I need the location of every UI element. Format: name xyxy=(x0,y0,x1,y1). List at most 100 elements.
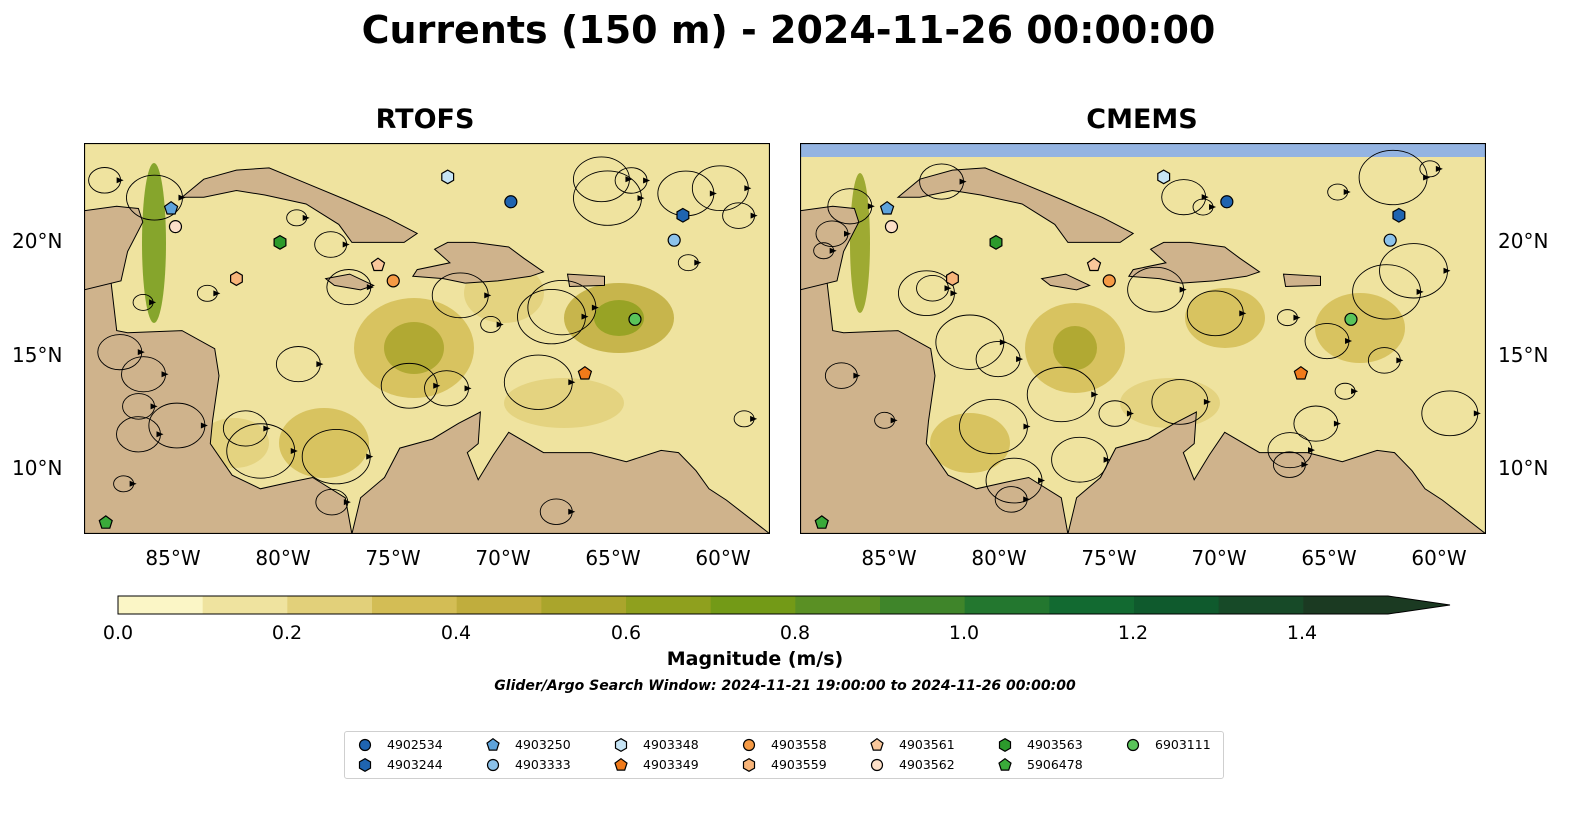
lon-label-70w-right: 70°W xyxy=(1191,546,1247,570)
streamline-arrow xyxy=(1435,165,1443,172)
streamline-arrow xyxy=(625,176,633,183)
land-puerto-rico xyxy=(1282,273,1321,288)
colorbar-segment xyxy=(964,596,1050,614)
streamline-arrow xyxy=(950,290,958,297)
float-marker-4903559 xyxy=(946,271,959,287)
legend-marker-4903349 xyxy=(614,758,628,771)
map-frame xyxy=(800,143,1486,534)
float-marker-4903349 xyxy=(1293,365,1309,380)
streamline-arrow xyxy=(137,349,145,356)
streamline-arrow xyxy=(1091,391,1099,398)
streamline-arrow xyxy=(999,339,1007,346)
map-panel-cmems xyxy=(800,143,1486,534)
streamline-arrow xyxy=(484,292,492,299)
streamline-arrow xyxy=(1416,288,1424,295)
legend-label: 4903558 xyxy=(771,737,827,752)
legend-marker-4903563 xyxy=(998,738,1012,752)
land-jamaica xyxy=(1040,273,1091,291)
streamline-arrow xyxy=(1307,447,1315,454)
float-marker-4903561 xyxy=(1086,257,1102,272)
land-puerto-rico xyxy=(566,273,605,288)
streamline-arrow xyxy=(843,230,851,237)
legend-label: 6903111 xyxy=(1155,737,1211,752)
legend-label: 4903348 xyxy=(643,737,699,752)
streamline-arrow xyxy=(433,382,441,389)
streamline-arrow xyxy=(150,403,158,410)
colorbar-outline xyxy=(117,595,1451,615)
colorbar-tick-2: 0.4 xyxy=(440,622,472,644)
pentagon-marker-icon xyxy=(998,758,1012,771)
streamline-arrow xyxy=(959,178,967,185)
colorbar-segment xyxy=(1049,596,1135,614)
legend-label: 4902534 xyxy=(387,737,443,752)
streamline-arrow xyxy=(200,422,208,429)
float-marker-4903244 xyxy=(676,207,690,223)
colorbar-segment xyxy=(1134,596,1220,614)
streamline-arrow xyxy=(1351,388,1359,395)
legend-marker-4903333 xyxy=(486,758,500,772)
streamline-arrow xyxy=(750,415,758,422)
lon-label-65w-right: 65°W xyxy=(1301,546,1357,570)
map-panel-rtofs xyxy=(84,143,770,534)
colorbar-segment xyxy=(710,596,796,614)
circle-marker-icon xyxy=(870,758,884,772)
streamline-arrow xyxy=(1203,398,1211,405)
streamline-arrow xyxy=(1396,357,1404,364)
streamline-arrow xyxy=(890,417,898,424)
streamline-arrow xyxy=(302,214,310,221)
lat-label-10n-right: 10°N xyxy=(1498,456,1549,480)
lon-label-80w-left: 80°W xyxy=(255,546,311,570)
streamline-arrow xyxy=(316,361,324,368)
eddy-feature xyxy=(930,413,1010,473)
colorbar-tick-4: 0.8 xyxy=(779,622,811,644)
streamline-arrow xyxy=(1023,423,1031,430)
streamline-arrow xyxy=(744,185,752,192)
float-marker-6903111 xyxy=(628,312,642,326)
streamline-arrow xyxy=(156,431,164,438)
hexagon-marker-icon xyxy=(358,758,372,772)
search-window-text: Glider/Argo Search Window: 2024-11-21 19… xyxy=(494,678,1076,694)
land-south-america xyxy=(351,411,770,534)
page-title: Currents (150 m) - 2024-11-26 00:00:00 xyxy=(361,8,1216,52)
float-marker-4903244 xyxy=(1392,207,1406,223)
float-marker-4903250 xyxy=(163,200,179,215)
panel-title-cmems: CMEMS xyxy=(1086,104,1198,135)
streamline-arrow xyxy=(643,177,651,184)
land-central-america xyxy=(84,273,353,534)
legend-marker-4902534 xyxy=(358,738,372,752)
float-marker-4903349 xyxy=(577,365,593,380)
streamline-arrow xyxy=(1239,310,1247,317)
lat-label-15n-left: 15°N xyxy=(12,343,63,367)
hexagon-marker-icon xyxy=(742,758,756,772)
streamline-arrow xyxy=(290,447,298,454)
streamline-arrow xyxy=(1016,356,1024,363)
float-legend: 4902534 4903244 4903250 4903333 4903348 49033… xyxy=(344,731,1224,779)
land-cuba xyxy=(180,167,419,243)
streamline-arrow xyxy=(1179,286,1187,293)
colorbar-tick-1: 0.2 xyxy=(271,622,303,644)
land-yucatan xyxy=(800,205,860,291)
streamline-arrow xyxy=(591,304,599,311)
float-marker-6903111 xyxy=(1344,312,1358,326)
lon-label-60w-right: 60°W xyxy=(1411,546,1467,570)
lon-label-75w-left: 75°W xyxy=(365,546,421,570)
eddy-feature xyxy=(279,408,369,478)
streamline-arrow xyxy=(750,212,758,219)
legend-label: 4903561 xyxy=(899,737,955,752)
legend-label: 4903563 xyxy=(1027,737,1083,752)
streamline-arrow xyxy=(581,313,589,320)
legend-label: 5906478 xyxy=(1027,757,1083,772)
legend-marker-4903250 xyxy=(486,738,500,751)
streamline-arrow xyxy=(342,241,350,248)
streamline-arrow xyxy=(149,299,157,306)
lat-label-20n-left: 20°N xyxy=(12,229,63,253)
colorbar-segment xyxy=(202,596,288,614)
streamline-arrow xyxy=(366,284,374,291)
float-marker-4903348 xyxy=(1157,169,1171,185)
eddy-feature xyxy=(850,173,870,313)
float-marker-5906478 xyxy=(98,515,113,529)
eddy-feature xyxy=(1315,293,1405,363)
streamline-arrow xyxy=(496,321,504,328)
lon-label-85w-right: 85°W xyxy=(861,546,917,570)
streamline-arrow xyxy=(694,259,702,266)
